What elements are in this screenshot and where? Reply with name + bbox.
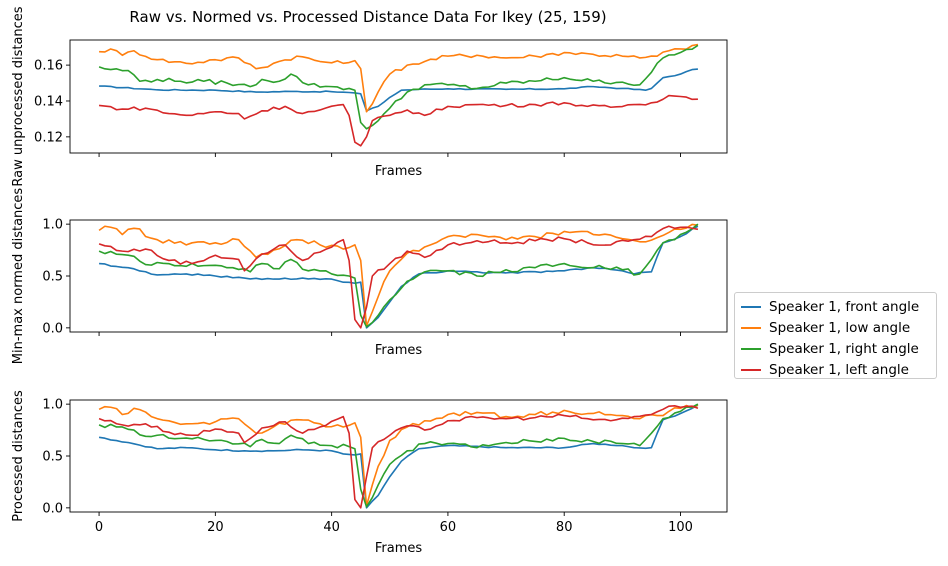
legend-item: Speaker 1, right angle [741, 338, 930, 359]
legend-item: Speaker 1, low angle [741, 317, 930, 338]
legend-item: Speaker 1, left angle [741, 359, 930, 380]
legend-swatch [741, 326, 761, 329]
legend-item: Speaker 1, front angle [741, 296, 930, 317]
series-line-speaker-1-left-angle [98, 405, 699, 509]
series-line-speaker-1-front-angle [99, 68, 699, 112]
y-tick-label: 0.14 [34, 94, 63, 109]
series-line-speaker-1-left-angle [98, 225, 699, 329]
x-tick-label: 0 [95, 520, 103, 535]
y-tick-label: 1.0 [42, 218, 63, 233]
subplot-normed: 0.0 0.5 1.0 Frames Min-max normed distances [11, 188, 728, 365]
series-line-speaker-1-left-angle [98, 94, 698, 147]
y-tick-label: 0.0 [42, 321, 63, 336]
series-line-speaker-1-right-angle [98, 403, 699, 508]
legend-label: Speaker 1, left angle [769, 361, 909, 378]
subplot-processed: 0.0 0.5 1.0 0 20 40 60 80 100 Frames Processed dis… [11, 390, 728, 556]
series-line-speaker-1-front-angle [99, 225, 699, 329]
y-tick-label: 0.5 [42, 450, 63, 465]
chart-legend: Speaker 1, front angle Speaker 1, low ang… [734, 292, 937, 379]
x-tick-label: 80 [556, 520, 573, 535]
x-tick-label: 20 [207, 520, 224, 535]
x-axis-label: Frames [375, 164, 423, 179]
legend-label: Speaker 1, low angle [769, 319, 911, 336]
series-line-speaker-1-front-angle [98, 404, 699, 509]
legend-swatch [741, 368, 761, 371]
y-tick-label: 0.0 [42, 501, 63, 516]
y-axis-label: Raw unprocessed distances [11, 6, 26, 186]
legend-label: Speaker 1, right angle [769, 340, 919, 357]
y-axis-label: Processed distances [11, 390, 26, 522]
y-tick-label: 0.5 [42, 270, 63, 285]
plot-frame [69, 39, 728, 154]
y-tick-label: 1.0 [42, 398, 63, 413]
x-axis-label: Frames [375, 343, 423, 358]
series-line-speaker-1-right-angle [98, 223, 699, 328]
series-line-speaker-1-low-angle [99, 43, 699, 113]
subplot-raw: 0.12 0.14 0.16 Frames Raw unprocessed distan… [11, 6, 728, 187]
x-tick-label: 40 [323, 520, 340, 535]
plot-frame [69, 219, 728, 333]
y-axis-label: Min-max normed distances [11, 188, 26, 365]
x-tick-label: 60 [440, 520, 457, 535]
series-line-speaker-1-right-angle [98, 44, 699, 130]
series-line-speaker-1-low-angle [98, 404, 699, 507]
legend-swatch [741, 347, 761, 350]
x-tick-label: 100 [668, 520, 693, 535]
legend-swatch [741, 305, 761, 308]
series-line-speaker-1-low-angle [98, 223, 699, 327]
legend-label: Speaker 1, front angle [769, 298, 920, 315]
y-tick-label: 0.12 [34, 130, 63, 145]
chart-title: Raw vs. Normed vs. Processed Distance Da… [129, 8, 606, 26]
y-tick-label: 0.16 [34, 59, 63, 74]
x-axis-label: Frames [375, 541, 423, 556]
